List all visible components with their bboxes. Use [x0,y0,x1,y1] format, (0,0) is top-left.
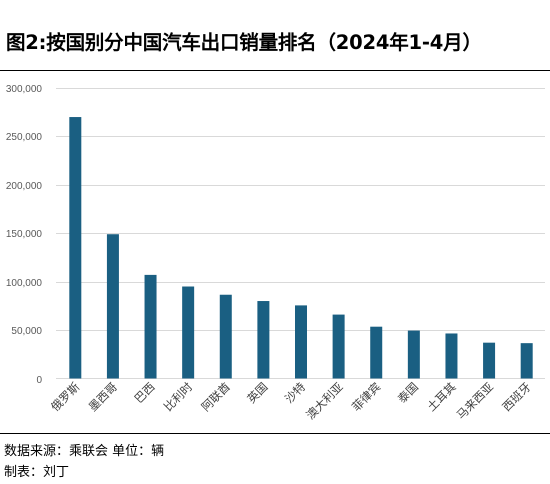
bottom-divider [0,433,550,434]
bar-chart: 0 50,000 100,000 150,000 200,000 250,000 300,0… [6,84,545,422]
bar [182,286,195,379]
top-divider [0,70,550,71]
x-tick-label: 西班牙 [500,380,534,414]
x-tick-label: 巴西 [131,380,157,406]
bar [257,301,270,379]
bar [445,333,458,379]
y-axis-tick-labels: 0 50,000 100,000 150,000 200,000 250,000 300,0… [6,84,43,386]
x-tick-label: 澳大利亚 [303,380,345,422]
x-tick-label: 沙特 [282,379,309,406]
x-tick-label: 英国 [244,380,270,406]
bar [407,330,420,379]
chart-title: 图2:按国别分中国汽车出口销量排名（2024年1-4月） [6,31,482,54]
x-tick-label: 菲律宾 [349,380,383,414]
bar [219,294,232,379]
bar [69,117,82,379]
x-tick-label: 土耳其 [424,380,458,414]
gridlines [56,88,545,379]
x-tick-label: 俄罗斯 [48,379,83,414]
bar [520,343,533,379]
bar [295,305,307,379]
bar [332,314,345,379]
author-note: 制表：刘丁 [4,465,70,480]
x-tick-label: 泰国 [395,380,421,406]
y-tick-label: 100,000 [6,278,43,289]
x-tick-label: 阿联酋 [199,380,233,414]
bar [106,234,119,379]
bar [144,274,157,379]
bars [69,117,533,379]
x-tick-label: 马来西亚 [454,380,496,422]
y-tick-label: 0 [36,375,42,386]
bar [483,342,496,379]
y-tick-label: 200,000 [6,181,43,192]
x-tick-label: 比利时 [161,379,196,414]
y-tick-label: 150,000 [6,229,43,240]
data-source-note: 数据来源：乘联会 单位：辆 [4,444,165,459]
x-tick-label: 墨西哥 [86,380,120,414]
y-tick-label: 300,000 [6,84,43,95]
y-tick-label: 50,000 [11,326,42,337]
bar [370,326,383,379]
y-tick-label: 250,000 [6,132,43,143]
